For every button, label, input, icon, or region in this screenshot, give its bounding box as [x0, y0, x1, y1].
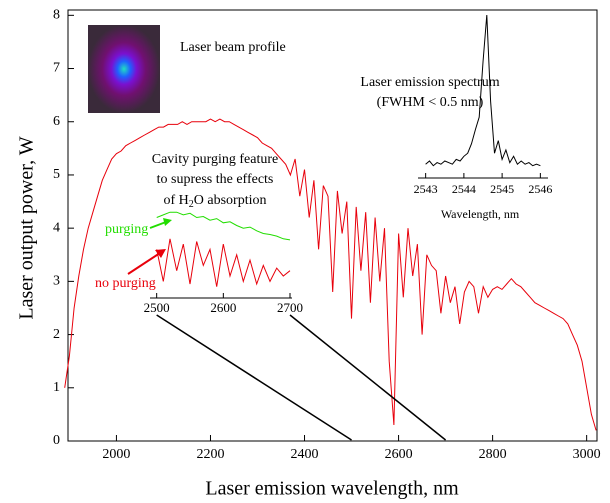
x-tick-label: 2400 — [291, 447, 319, 462]
y-tick-label: 2 — [53, 327, 60, 342]
inset-subtitle: (FWHM < 0.5 nm) — [377, 95, 484, 110]
annotation: Laser beam profile — [180, 40, 286, 55]
x-tick-label: 2700 — [277, 300, 303, 315]
zoom-connector — [156, 314, 352, 441]
arrow-head — [163, 218, 172, 226]
y-tick-label: 4 — [53, 220, 60, 235]
x-tick-label: 2800 — [479, 447, 507, 462]
x-axis-title: Laser emission wavelength, nm — [205, 478, 459, 500]
x-tick-label: 2545 — [490, 182, 514, 196]
inset-x-title: Wavelength, nm — [441, 207, 520, 221]
inset-title: of H2O absorption — [164, 193, 267, 210]
y-tick-label: 3 — [53, 274, 60, 289]
x-tick-label: 3000 — [573, 447, 601, 462]
y-tick-label: 5 — [53, 167, 60, 182]
subscript: 2 — [189, 199, 194, 210]
data-line — [64, 118, 597, 431]
data-line — [425, 14, 541, 167]
y-axis-title: Laser output power, W — [16, 136, 38, 319]
x-tick-label: 2543 — [414, 182, 438, 196]
title-part: of H — [164, 193, 189, 208]
x-tick-label: 2000 — [102, 447, 130, 462]
arrow — [149, 221, 167, 229]
x-tick-label: 2500 — [144, 300, 170, 315]
y-tick-label: 7 — [53, 61, 60, 76]
x-tick-label: 2600 — [210, 300, 236, 315]
x-tick-label: 2600 — [385, 447, 413, 462]
arrow — [127, 252, 161, 275]
legend-label: no purging — [95, 276, 156, 291]
x-tick-label: 2544 — [452, 182, 476, 196]
inset-title: Cavity purging feature — [152, 152, 279, 167]
title-part: O absorption — [194, 193, 267, 208]
y-tick-label: 8 — [53, 8, 60, 23]
x-tick-label: 2200 — [196, 447, 224, 462]
y-tick-label: 0 — [53, 433, 60, 448]
beam-profile-image — [88, 25, 160, 113]
legend-label: purging — [105, 222, 148, 237]
plot-frame — [67, 9, 598, 442]
arrow-head — [155, 249, 166, 258]
data-line — [156, 211, 291, 241]
inset-title: Laser emission spectrum — [360, 75, 499, 90]
x-tick-label: 2546 — [528, 182, 552, 196]
inset-title: to supress the effects — [157, 172, 274, 187]
y-tick-label: 6 — [53, 114, 60, 129]
zoom-connector — [289, 314, 447, 441]
y-tick-label: 1 — [53, 380, 60, 395]
data-line — [156, 238, 291, 287]
